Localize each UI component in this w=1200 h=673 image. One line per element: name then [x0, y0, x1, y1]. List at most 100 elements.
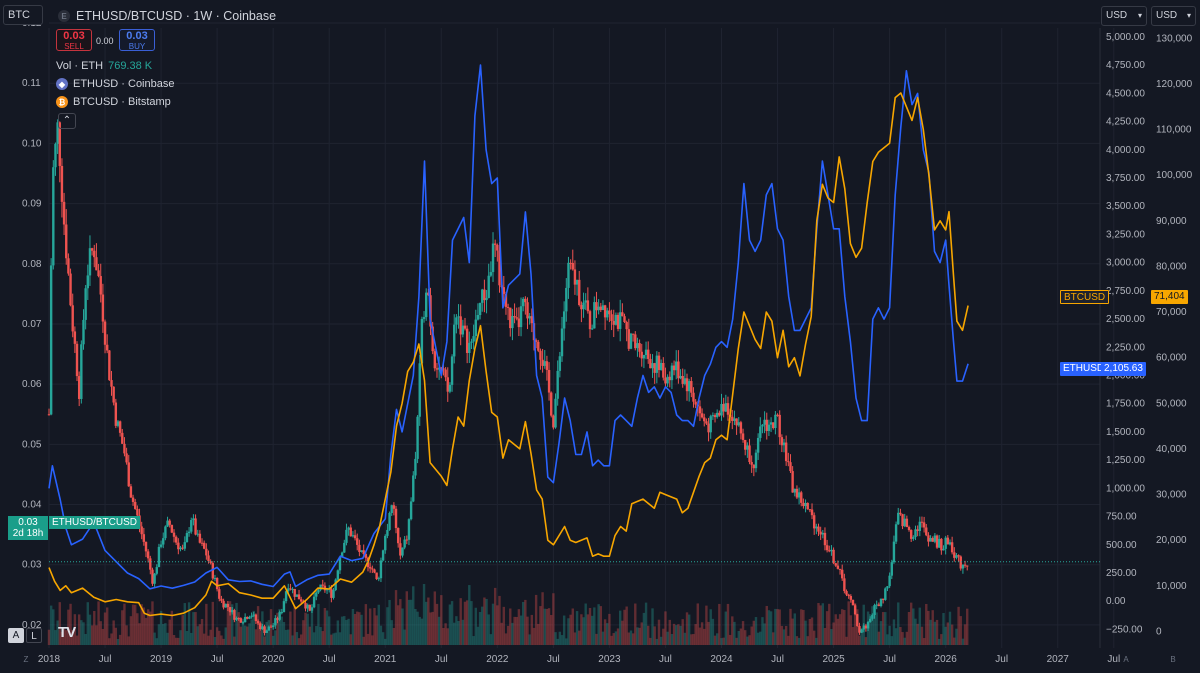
- btc-axis-tick-label: 110,000: [1156, 125, 1192, 136]
- candle-body: [69, 273, 72, 306]
- volume-bar: [196, 626, 199, 645]
- volume-bar: [575, 611, 579, 645]
- volume-bar: [177, 637, 180, 645]
- candle-body: [638, 343, 641, 352]
- x-axis-tick-label: Jul: [659, 654, 672, 665]
- volume-bar: [112, 620, 115, 645]
- volume-bar: [185, 631, 189, 645]
- volume-bar: [737, 630, 740, 645]
- volume-bar: [659, 636, 663, 645]
- candle-body: [862, 625, 865, 630]
- volume-bar: [532, 627, 536, 645]
- candle-body: [202, 542, 206, 549]
- volume-bar: [828, 603, 831, 645]
- currency-select-mid[interactable]: USD ▾: [1101, 6, 1147, 26]
- candle-body: [938, 538, 941, 548]
- volume-bar: [103, 612, 107, 645]
- auto-scale-button[interactable]: A: [8, 628, 24, 643]
- volume-bar: [274, 630, 277, 645]
- candle-body: [789, 462, 792, 472]
- candle-body: [907, 527, 911, 531]
- volume-bar: [192, 612, 195, 645]
- volume-bar: [584, 603, 587, 645]
- ratio-axis-tick-label: 0.10: [22, 138, 42, 149]
- candle-body: [360, 550, 363, 552]
- volume-bar: [728, 634, 732, 645]
- candle-body: [853, 605, 857, 615]
- volume-bar: [164, 623, 167, 645]
- volume-bar: [521, 602, 525, 645]
- candle-body: [334, 579, 337, 591]
- candle-body: [606, 310, 609, 318]
- tradingview-logo[interactable]: TV: [58, 624, 76, 641]
- chevron-up-icon[interactable]: ⌃: [58, 113, 76, 129]
- candle-body: [927, 535, 930, 542]
- volume-bar: [224, 627, 227, 645]
- volume-bar: [312, 632, 316, 645]
- volume-bar: [116, 638, 120, 645]
- currency-select-right[interactable]: USD ▾: [1151, 6, 1196, 26]
- volume-bar: [289, 611, 292, 645]
- volume-legend[interactable]: Vol · ETH 769.38 K: [56, 60, 152, 72]
- volume-bar: [610, 635, 613, 645]
- candle-body: [925, 527, 928, 536]
- volume-bar: [302, 620, 305, 645]
- volume-bar: [664, 611, 667, 645]
- volume-bar: [823, 627, 827, 645]
- chart-title-bar[interactable]: E ETHUSD/BTCUSD · 1W · Coinbase: [58, 6, 276, 26]
- volume-bar: [612, 633, 615, 645]
- volume-bar: [873, 605, 876, 645]
- candle-body: [101, 294, 105, 322]
- volume-bar: [159, 610, 163, 645]
- volume-bar: [539, 606, 542, 645]
- candle-body: [187, 531, 191, 534]
- legend-btc[interactable]: ₿ BTCUSD · Bitstamp: [56, 96, 171, 108]
- volume-bar: [776, 609, 779, 645]
- volume-bar: [526, 616, 529, 645]
- candle-body: [105, 344, 109, 351]
- candle-body: [612, 320, 615, 325]
- volume-bar: [795, 636, 799, 645]
- volume-bar: [470, 601, 473, 645]
- legend-eth[interactable]: ◆ ETHUSD · Coinbase: [56, 78, 174, 90]
- volume-bar: [69, 603, 72, 645]
- candle-body: [666, 376, 669, 384]
- volume-bar: [715, 633, 719, 645]
- candle-body: [543, 361, 546, 366]
- buy-button[interactable]: 0.03 BUY: [119, 29, 155, 51]
- candle-body: [834, 563, 837, 566]
- volume-bar: [476, 626, 480, 645]
- sell-button[interactable]: 0.03 SELL: [56, 29, 92, 51]
- volume-bar: [894, 628, 898, 645]
- candle-body: [200, 542, 204, 544]
- candle-body: [651, 363, 654, 369]
- candle-body: [172, 532, 176, 537]
- eth-line: [48, 64, 969, 590]
- volume-bar: [562, 615, 566, 645]
- volume-bar: [205, 603, 208, 645]
- log-scale-button[interactable]: L: [26, 628, 42, 643]
- candle-body: [940, 538, 943, 551]
- volume-bar: [825, 611, 829, 645]
- volume-bar: [784, 625, 788, 645]
- candle-body: [741, 433, 745, 440]
- volume-bar: [487, 614, 490, 645]
- candle-body: [177, 542, 180, 550]
- candle-body: [963, 564, 967, 566]
- volume-bar: [88, 614, 92, 645]
- volume-bar: [942, 613, 945, 645]
- candle-body: [959, 556, 962, 569]
- candle-body: [299, 599, 303, 602]
- btc-axis-tick-label: 90,000: [1156, 216, 1187, 227]
- candle-body: [683, 378, 687, 384]
- candle-body: [142, 534, 146, 542]
- candle-body: [368, 567, 372, 569]
- candle-body: [752, 464, 756, 469]
- candle-body: [744, 439, 747, 450]
- volume-bar: [280, 616, 283, 645]
- volume-bar: [179, 630, 182, 645]
- symbol-search-input[interactable]: BTC: [3, 5, 43, 25]
- volume-bar: [450, 601, 454, 645]
- candle-body: [593, 302, 596, 329]
